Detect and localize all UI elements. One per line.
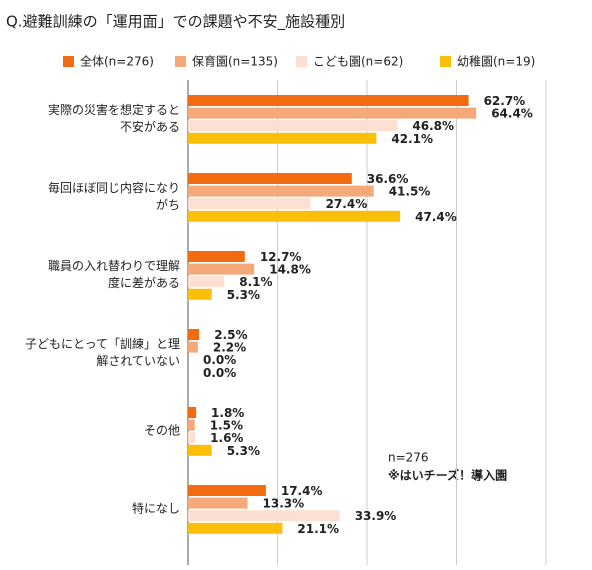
bar [188, 485, 266, 496]
value-label: 1.5% [210, 419, 243, 433]
legend-swatch [440, 56, 451, 67]
value-label: 2.2% [213, 341, 246, 355]
bar [188, 198, 311, 210]
bar [188, 185, 374, 197]
bar [188, 510, 340, 522]
category-label: 実際の災害を想定すると 不安がある [47, 103, 180, 135]
annotation: ※はいチーズ！導入園 [388, 468, 507, 483]
bar [188, 522, 283, 534]
bar [188, 210, 401, 222]
legend-swatch [296, 56, 307, 67]
category-label: その他 [143, 423, 180, 438]
legend-label: 幼稚園(n=19) [457, 55, 535, 69]
legend-label: 全体(n=276) [80, 54, 154, 69]
value-label: 33.9% [355, 509, 397, 523]
category-label: 特になし [131, 501, 180, 516]
bar [188, 251, 245, 262]
bar [188, 95, 469, 106]
value-label: 0.0% [203, 353, 236, 367]
bar [188, 276, 225, 288]
value-label: 2.5% [214, 328, 247, 342]
bar [188, 407, 197, 418]
legend-swatch [63, 56, 74, 67]
bar [188, 132, 377, 144]
bar [188, 173, 352, 184]
bar [188, 497, 248, 509]
value-label: 41.5% [389, 185, 431, 199]
value-label: 62.7% [484, 94, 526, 108]
legend-label: 保育園(n=135) [192, 54, 278, 69]
value-label: 8.1% [239, 275, 272, 289]
annotation: n=276 [388, 451, 429, 465]
value-label: 47.4% [415, 210, 457, 224]
value-label: 27.4% [326, 197, 368, 211]
bar [188, 120, 398, 132]
category-label: 子どもにとって「訓練」と理 解されていない [24, 337, 180, 369]
bar [188, 263, 255, 275]
bar [188, 329, 200, 340]
value-label: 17.4% [281, 484, 323, 498]
value-label: 13.3% [263, 497, 305, 511]
value-label: 14.8% [269, 263, 311, 277]
bar [188, 419, 195, 431]
value-label: 5.3% [227, 444, 260, 458]
value-label: 46.8% [412, 119, 454, 133]
category-label: 毎回ほぼ同じ内容になり がち [47, 181, 180, 213]
category-label: 職員の入れ替わりで理解 度に差がある [47, 259, 180, 291]
value-label: 0.0% [203, 366, 236, 380]
legend-swatch [175, 56, 186, 67]
value-label: 5.3% [227, 288, 260, 302]
value-label: 12.7% [260, 250, 302, 264]
bar [188, 288, 212, 300]
bar [188, 107, 477, 119]
value-label: 42.1% [391, 132, 433, 146]
bar [188, 341, 198, 353]
value-label: 21.1% [297, 522, 339, 536]
value-label: 36.6% [367, 172, 409, 186]
bar [188, 444, 212, 456]
value-label: 1.6% [210, 431, 243, 445]
value-label: 64.4% [491, 107, 533, 121]
chart-title: Q.避難訓練の「運用面」での課題や不安_施設種別 [6, 13, 345, 32]
legend-label: こども園(n=62) [313, 55, 403, 69]
value-label: 1.8% [211, 406, 244, 420]
bar [188, 432, 196, 444]
